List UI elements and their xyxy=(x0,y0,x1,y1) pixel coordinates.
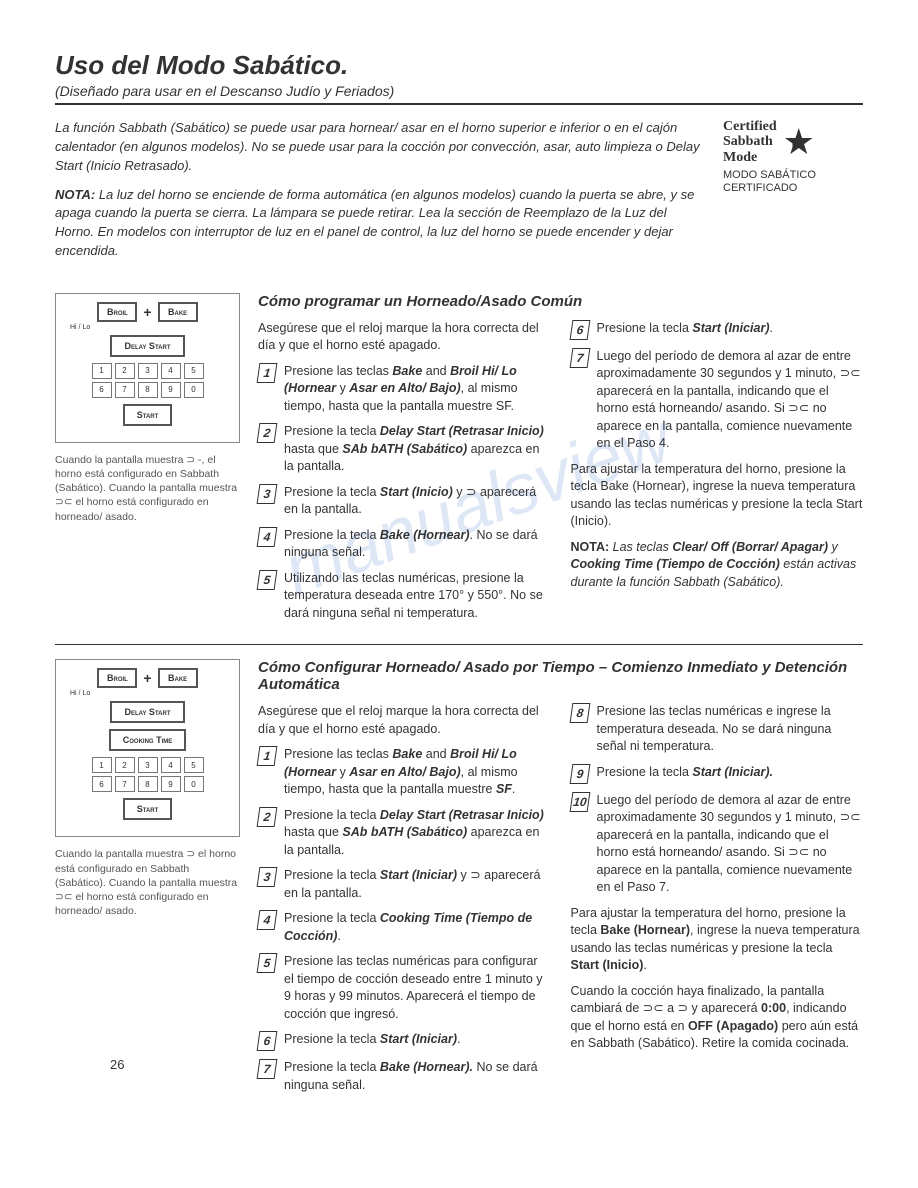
page-subtitle: (Diseñado para usar en el Descanso Judío… xyxy=(55,83,863,99)
panel-caption-1: Cuando la pantalla muestra ⊃ -, el horno… xyxy=(55,453,240,524)
step-text: Luego del período de demora al azar de e… xyxy=(597,792,864,897)
section-2-lead: Asegúrese que el reloj marque la hora co… xyxy=(258,703,551,738)
step-text: Presione la tecla Bake (Hornear). No se … xyxy=(284,527,551,562)
step-text: Presione la tecla Start (Iniciar). xyxy=(597,320,864,340)
step-text: Presione la tecla Start (Iniciar) y ⊃ ap… xyxy=(284,867,551,902)
step-number: 4 xyxy=(257,527,278,547)
step-number: 5 xyxy=(257,570,278,590)
instruction-step: 1 Presione las teclas Bake and Broil Hi/ … xyxy=(258,746,551,799)
instruction-step: 1 Presione las teclas Bake and Broil Hi/ … xyxy=(258,363,551,416)
instruction-step: 5 Utilizando las teclas numéricas, presio… xyxy=(258,570,551,623)
step-number: 6 xyxy=(257,1031,278,1051)
step-number: 7 xyxy=(569,348,590,368)
certified-badge: Certified Sabbath Mode ★K MODO SABÁTICO … xyxy=(723,119,863,271)
instruction-step: 7 Presione la tecla Bake (Hornear). No se… xyxy=(258,1059,551,1094)
page-title: Uso del Modo Sabático. xyxy=(55,50,863,81)
step-number: 5 xyxy=(257,953,278,973)
numpad: 12345 67890 xyxy=(62,757,233,792)
step-number: 3 xyxy=(257,867,278,887)
step-number: 2 xyxy=(257,423,278,443)
instruction-step: 4 Presione la tecla Bake (Hornear). No se… xyxy=(258,527,551,562)
numpad: 12345 67890 xyxy=(62,363,233,398)
delay-start-key: Delay Start xyxy=(110,701,184,723)
star-k-icon: ★K xyxy=(783,124,815,160)
control-panel-diagram-2: Broil + Bake Hi / Lo Delay Start Cooking… xyxy=(55,659,240,837)
section-2-tail-2: Cuando la cocción haya finalizado, la pa… xyxy=(571,983,864,1053)
step-number: 6 xyxy=(569,320,590,340)
bake-key: Bake xyxy=(158,668,198,688)
step-number: 1 xyxy=(257,746,278,766)
instruction-step: 8 Presione las teclas numéricas e ingrese… xyxy=(571,703,864,756)
instruction-step: 2 Presione la tecla Delay Start (Retrasar… xyxy=(258,807,551,860)
step-text: Luego del período de demora al azar de e… xyxy=(597,348,864,453)
step-text: Presione la tecla Bake (Hornear). No se … xyxy=(284,1059,551,1094)
title-rule xyxy=(55,103,863,105)
panel-caption-2: Cuando la pantalla muestra ⊃ el horno es… xyxy=(55,847,240,918)
cooking-time-key: Cooking Time xyxy=(109,729,187,751)
intro-para-2: NOTA: La luz del horno se enciende de fo… xyxy=(55,186,707,261)
delay-start-key: Delay Start xyxy=(110,335,184,357)
step-number: 1 xyxy=(257,363,278,383)
step-text: Presione la tecla Delay Start (Retrasar … xyxy=(284,423,551,476)
instruction-step: 9 Presione la tecla Start (Iniciar). xyxy=(571,764,864,784)
step-text: Presione las teclas numéricas para confi… xyxy=(284,953,551,1023)
start-key: Start xyxy=(123,798,173,820)
step-text: Presione la tecla Delay Start (Retrasar … xyxy=(284,807,551,860)
page-number: 26 xyxy=(110,1057,124,1072)
section-2-tail-1: Para ajustar la temperatura del horno, p… xyxy=(571,905,864,975)
intro-para-1: La función Sabbath (Sabático) se puede u… xyxy=(55,119,707,176)
step-text: Presione las teclas Bake and Broil Hi/ L… xyxy=(284,746,551,799)
instruction-step: 3 Presione la tecla Start (Inicio) y ⊃ ap… xyxy=(258,484,551,519)
step-text: Presione la tecla Start (Iniciar). xyxy=(284,1031,551,1051)
instruction-step: 4 Presione la tecla Cooking Time (Tiempo … xyxy=(258,910,551,945)
instruction-step: 5 Presione las teclas numéricas para conf… xyxy=(258,953,551,1023)
step-text: Presione la tecla Start (Inicio) y ⊃ apa… xyxy=(284,484,551,519)
step-text: Presione las teclas numéricas e ingrese … xyxy=(597,703,864,756)
instruction-step: 10 Luego del período de demora al azar de… xyxy=(571,792,864,897)
step-number: 3 xyxy=(257,484,278,504)
section-1-tail-1: Para ajustar la temperatura del horno, p… xyxy=(571,461,864,531)
section-divider xyxy=(55,644,863,645)
instruction-step: 6 Presione la tecla Start (Iniciar). xyxy=(571,320,864,340)
step-number: 7 xyxy=(257,1059,278,1079)
control-panel-diagram-1: Broil + Bake Hi / Lo Delay Start 12345 6… xyxy=(55,293,240,443)
broil-key: Broil xyxy=(97,668,137,688)
instruction-step: 2 Presione la tecla Delay Start (Retrasar… xyxy=(258,423,551,476)
section-1-lead: Asegúrese que el reloj marque la hora co… xyxy=(258,320,551,355)
start-key: Start xyxy=(123,404,173,426)
step-text: Utilizando las teclas numéricas, presion… xyxy=(284,570,551,623)
instruction-step: 3 Presione la tecla Start (Iniciar) y ⊃ a… xyxy=(258,867,551,902)
instruction-step: 6 Presione la tecla Start (Iniciar). xyxy=(258,1031,551,1051)
step-text: Presione la tecla Cooking Time (Tiempo d… xyxy=(284,910,551,945)
section-1-title: Cómo programar un Horneado/Asado Común xyxy=(258,293,863,310)
step-text: Presione la tecla Start (Iniciar). xyxy=(597,764,864,784)
step-number: 9 xyxy=(569,764,590,784)
broil-key: Broil xyxy=(97,302,137,322)
bake-key: Bake xyxy=(158,302,198,322)
section-2-title: Cómo Configurar Horneado/ Asado por Tiem… xyxy=(258,659,863,693)
section-1-nota: NOTA: Las teclas Clear/ Off (Borrar/ Apa… xyxy=(571,539,864,592)
step-text: Presione las teclas Bake and Broil Hi/ L… xyxy=(284,363,551,416)
instruction-step: 7 Luego del período de demora al azar de … xyxy=(571,348,864,453)
step-number: 10 xyxy=(569,792,590,812)
step-number: 2 xyxy=(257,807,278,827)
nota-label: NOTA: xyxy=(55,187,95,202)
step-number: 4 xyxy=(257,910,278,930)
step-number: 8 xyxy=(569,703,590,723)
